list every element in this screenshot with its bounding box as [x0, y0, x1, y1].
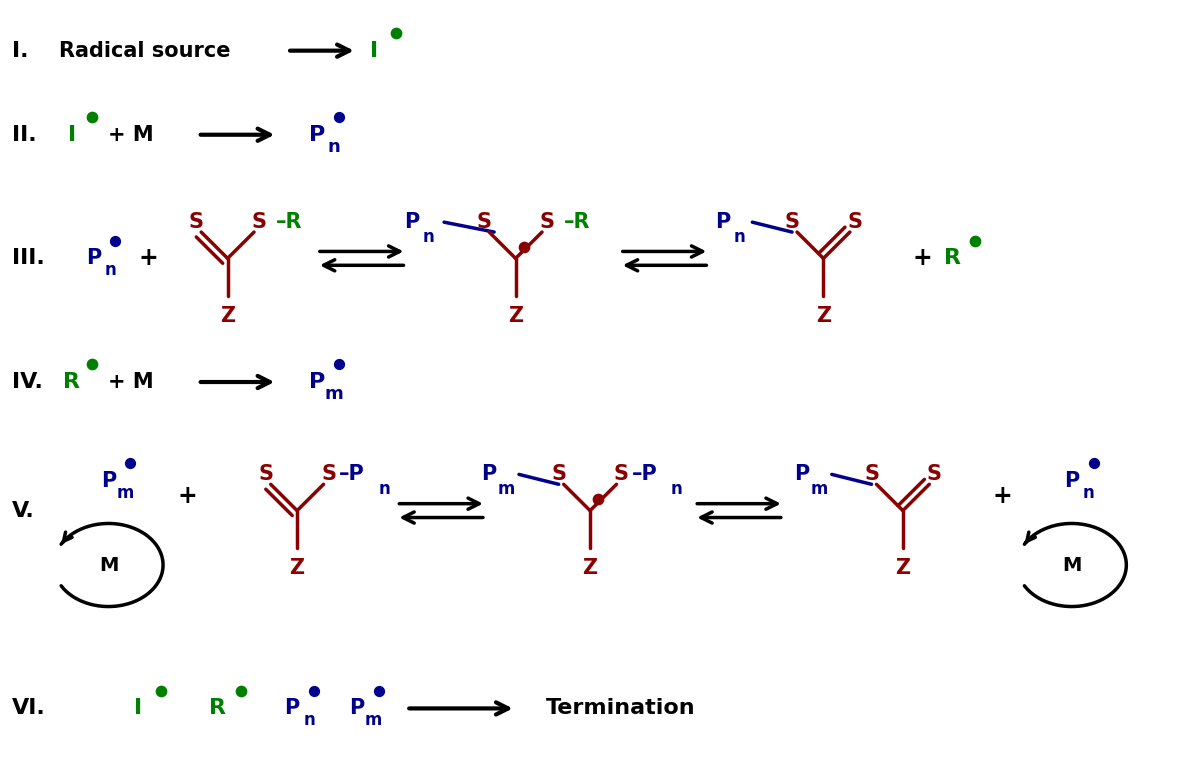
Text: +: + — [993, 484, 1012, 508]
Text: S: S — [477, 212, 492, 232]
Text: I: I — [135, 699, 142, 719]
Text: + M: + M — [108, 372, 154, 392]
Text: P: P — [795, 464, 810, 485]
Text: S: S — [847, 212, 862, 232]
Text: n: n — [733, 228, 745, 246]
Text: Z: Z — [816, 306, 831, 326]
Text: +: + — [912, 246, 933, 271]
Text: S: S — [189, 212, 203, 232]
Point — [151, 684, 171, 696]
Text: P: P — [1064, 471, 1079, 491]
Text: M: M — [1063, 555, 1082, 574]
Text: P: P — [85, 249, 101, 268]
Text: I: I — [369, 41, 377, 61]
Text: P: P — [285, 699, 299, 719]
Text: S: S — [251, 212, 267, 232]
Text: Z: Z — [508, 306, 523, 326]
Point — [514, 240, 534, 252]
Point — [106, 235, 125, 247]
Text: + M: + M — [108, 125, 154, 145]
Point — [82, 110, 101, 123]
Text: M: M — [99, 555, 118, 574]
Text: I: I — [67, 125, 76, 145]
Text: n: n — [422, 228, 434, 246]
Point — [120, 457, 139, 469]
Text: P: P — [309, 372, 325, 392]
Text: m: m — [810, 480, 827, 499]
Point — [369, 684, 388, 696]
Point — [82, 358, 101, 370]
Text: V.: V. — [12, 501, 35, 521]
Text: n: n — [379, 480, 389, 499]
Point — [329, 110, 349, 123]
Point — [965, 235, 984, 247]
Point — [387, 27, 406, 39]
Text: S: S — [785, 212, 799, 232]
Text: Z: Z — [290, 558, 304, 578]
Text: S: S — [927, 464, 942, 485]
Text: –R: –R — [276, 212, 303, 232]
Text: n: n — [671, 480, 683, 499]
Text: +: + — [138, 246, 157, 271]
Point — [1084, 457, 1103, 469]
Text: S: S — [552, 464, 566, 485]
Text: –P: –P — [631, 464, 657, 485]
Text: S: S — [864, 464, 879, 485]
Text: +: + — [178, 484, 197, 508]
Text: P: P — [715, 212, 730, 232]
Point — [231, 684, 250, 696]
Text: n: n — [1083, 484, 1095, 502]
Text: S: S — [258, 464, 273, 485]
Point — [329, 358, 349, 370]
Text: P: P — [404, 212, 419, 232]
Text: I.: I. — [12, 41, 29, 61]
Text: n: n — [105, 262, 117, 279]
Text: m: m — [325, 385, 344, 403]
Text: n: n — [327, 137, 340, 156]
Text: R: R — [64, 372, 81, 392]
Text: P: P — [482, 464, 496, 485]
Point — [589, 492, 608, 505]
Text: Z: Z — [220, 306, 236, 326]
Text: S: S — [540, 212, 554, 232]
Text: Radical source: Radical source — [59, 41, 231, 61]
Text: Z: Z — [895, 558, 910, 578]
Text: P: P — [309, 125, 325, 145]
Text: R: R — [944, 249, 962, 268]
Text: Termination: Termination — [546, 699, 695, 719]
Text: m: m — [117, 484, 133, 502]
Text: R: R — [209, 699, 226, 719]
Text: II.: II. — [12, 125, 37, 145]
Text: S: S — [321, 464, 337, 485]
Text: Z: Z — [583, 558, 597, 578]
Text: S: S — [614, 464, 629, 485]
Text: m: m — [365, 711, 382, 729]
Text: –P: –P — [339, 464, 364, 485]
Text: P: P — [349, 699, 364, 719]
Text: VI.: VI. — [12, 699, 46, 719]
Text: –R: –R — [564, 212, 590, 232]
Text: m: m — [498, 480, 514, 499]
Point — [304, 684, 323, 696]
Text: n: n — [303, 711, 315, 729]
Text: IV.: IV. — [12, 372, 43, 392]
Text: III.: III. — [12, 249, 44, 268]
Text: P: P — [101, 471, 117, 491]
